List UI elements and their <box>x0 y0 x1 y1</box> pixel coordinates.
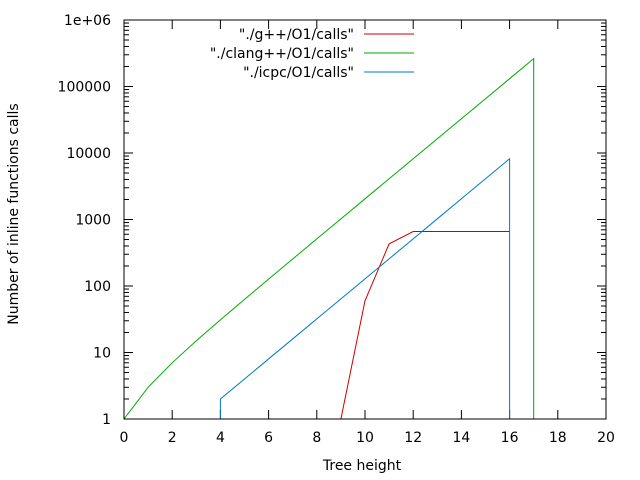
series-line <box>123 57 535 420</box>
x-tick-label: 6 <box>264 430 273 446</box>
x-tick-label: 10 <box>356 430 374 446</box>
y-axis-ticks: 1 10 100 1000 10000 100000 1e+06 <box>58 13 606 428</box>
legend-label: "./clang++/O1/calls" <box>210 46 354 62</box>
y-tick-label: 10000 <box>66 146 111 162</box>
series-line <box>219 157 511 419</box>
x-tick-label: 8 <box>312 430 321 446</box>
x-tick-label: 18 <box>549 430 567 446</box>
y-tick-label: 1000 <box>75 213 111 229</box>
legend-label: "./g++/O1/calls" <box>239 27 354 43</box>
plot-frame <box>123 19 607 420</box>
x-tick-label: 2 <box>168 430 177 446</box>
x-tick-label: 4 <box>216 430 225 446</box>
series-line <box>340 231 510 420</box>
x-tick-label: 0 <box>120 430 129 446</box>
legend-label: "./icpc/O1/calls" <box>243 65 354 81</box>
y-tick-label: 100 <box>84 279 111 295</box>
y-tick-label: 100000 <box>58 80 111 96</box>
x-tick-label: 14 <box>452 430 470 446</box>
y-axis-label: Number of inline functions calls <box>6 103 22 324</box>
x-tick-label: 16 <box>501 430 519 446</box>
x-tick-label: 12 <box>404 430 422 446</box>
x-tick-label: 20 <box>597 430 615 446</box>
y-tick-label: 1 <box>102 412 111 428</box>
x-axis-label: Tree height <box>322 458 402 474</box>
x-axis-ticks: 0 2 4 6 8 10 12 14 16 18 20 <box>120 20 615 446</box>
y-tick-label: 10 <box>93 346 111 362</box>
series-layer <box>123 57 535 420</box>
y-tick-label: 1e+06 <box>64 13 111 29</box>
legend: "./g++/O1/calls" "./clang++/O1/calls" "./i… <box>210 27 414 81</box>
